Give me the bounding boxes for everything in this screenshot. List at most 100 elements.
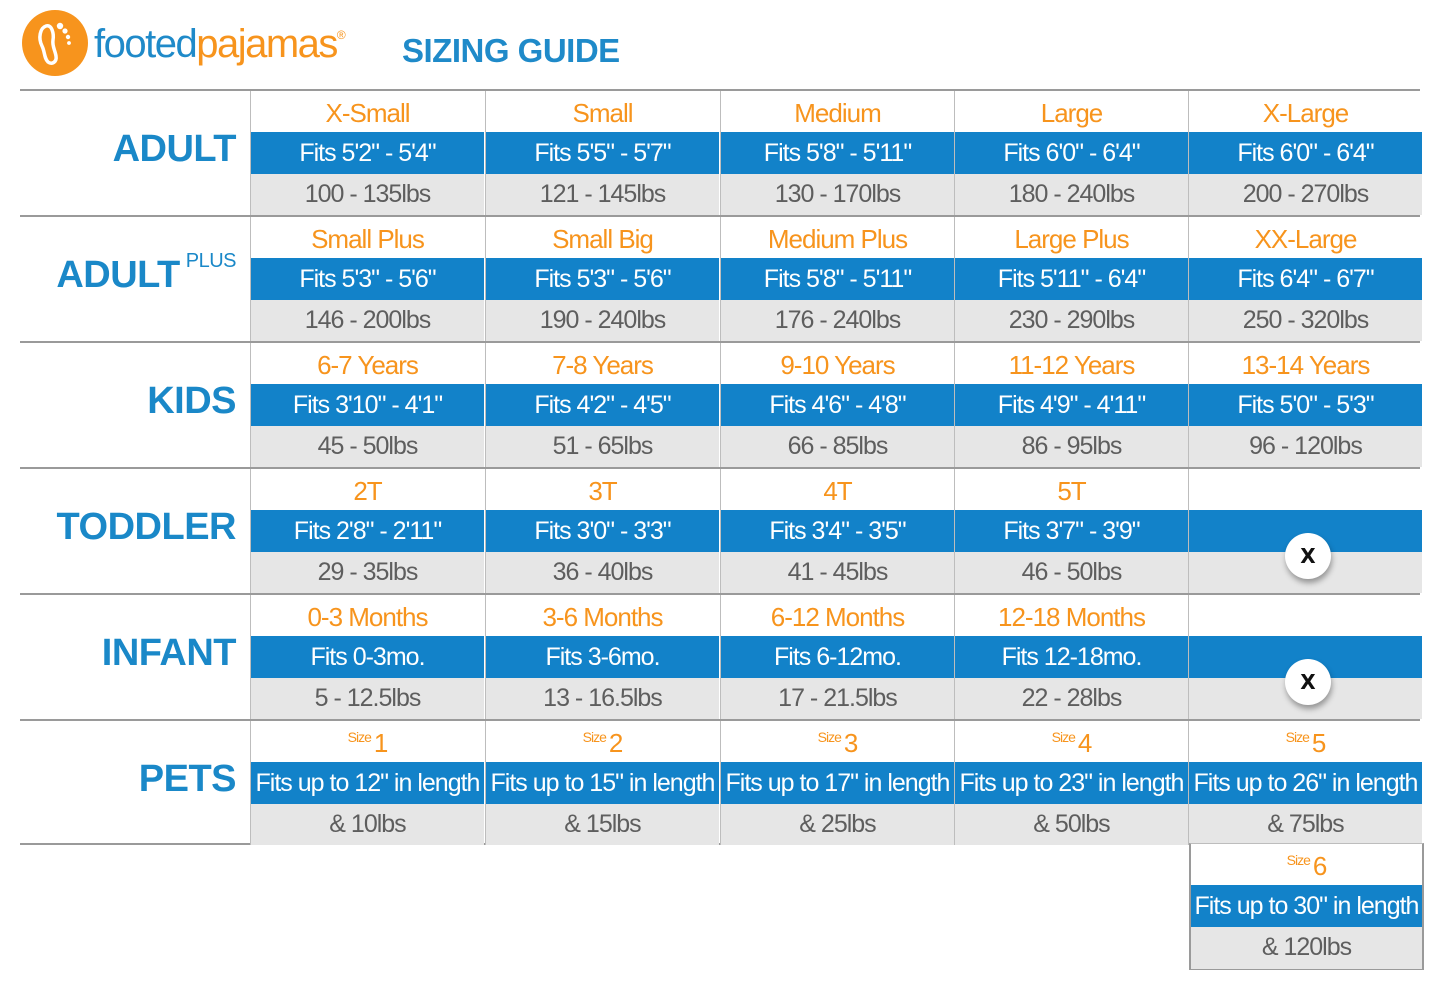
size-label: Size 3: [721, 721, 954, 762]
size-label: XX-Large: [1189, 217, 1422, 258]
size-label: 9-10 Years: [721, 343, 954, 384]
weight-range: 66 - 85lbs: [721, 426, 954, 467]
fit-range: Fits 5'8" - 5'11": [721, 258, 954, 300]
size-column: X: [1188, 469, 1422, 593]
size-number: 4: [1077, 728, 1093, 758]
size-column: X-Large Fits 6'0" - 6'4" 200 - 270lbs: [1188, 91, 1422, 215]
weight-range: 130 - 170lbs: [721, 174, 954, 215]
size-label: Small Plus: [251, 217, 484, 258]
size-number: 3: [843, 728, 859, 758]
fit-range: Fits 2'8" - 2'11": [251, 510, 484, 552]
brand-name: footedpajamas®: [94, 22, 346, 67]
pets-size-6-box: Size 6 Fits up to 30" in length & 120lbs: [1189, 843, 1424, 970]
weight-range: 200 - 270lbs: [1189, 174, 1422, 215]
size-column: Size 4 Fits up to 23" in length & 50lbs: [954, 721, 1188, 845]
fit-range: Fits 3'10" - 4'1": [251, 384, 484, 426]
category-section: TODDLER 2T Fits 2'8" - 2'11" 29 - 35lbs 3T Fi…: [20, 467, 1422, 593]
size-column: Size 1 Fits up to 12" in length & 10lbs: [250, 721, 484, 845]
fit-range: Fits 6'0" - 6'4": [1189, 132, 1422, 174]
weight-range: 22 - 28lbs: [955, 678, 1188, 719]
fit-range: Fits 0-3mo.: [251, 636, 484, 678]
weight-range: 96 - 120lbs: [1189, 426, 1422, 467]
fit-range: Fits 6'0" - 6'4": [955, 132, 1188, 174]
brand-part2: pajamas: [196, 22, 338, 66]
fit-range: Fits 5'3" - 5'6": [251, 258, 484, 300]
category-section: KIDS 6-7 Years Fits 3'10" - 4'1" 45 - 50lbs…: [20, 341, 1422, 467]
size-label: X-Small: [251, 91, 484, 132]
weight-range: 230 - 290lbs: [955, 300, 1188, 341]
weight-range: 190 - 240lbs: [486, 300, 719, 341]
brand-part1: footed: [94, 22, 198, 66]
fit-range: Fits 5'2" - 5'4": [251, 132, 484, 174]
weight-range: 86 - 95lbs: [955, 426, 1188, 467]
size-column: X-Small Fits 5'2" - 5'4" 100 - 135lbs: [250, 91, 484, 215]
unavailable-x-icon: X: [1285, 533, 1331, 579]
page-title: SIZING GUIDE: [402, 32, 620, 69]
size-prefix: Size: [1286, 852, 1311, 868]
size-label: Medium Plus: [721, 217, 954, 258]
size-column: Size 3 Fits up to 17" in length & 25lbs: [720, 721, 954, 845]
weight-range: 41 - 45lbs: [721, 552, 954, 593]
weight-range: 100 - 135lbs: [251, 174, 484, 215]
fit-range: Fits up to 17" in length: [721, 762, 954, 804]
size-prefix: Size: [347, 729, 372, 745]
size-column: 3T Fits 3'0" - 3'3" 36 - 40lbs: [485, 469, 719, 593]
category-label: PETS: [138, 758, 237, 801]
fit-range: Fits up to 12" in length: [251, 762, 484, 804]
size-label: 5T: [955, 469, 1188, 510]
size-label: Size 4: [955, 721, 1188, 762]
fit-range: Fits up to 15" in length: [486, 762, 719, 804]
header: footedpajamas® SIZING GUIDE: [22, 8, 722, 78]
category-label-text: ADULT: [56, 254, 180, 296]
size-column: 13-14 Years Fits 5'0" - 5'3" 96 - 120lbs: [1188, 343, 1422, 467]
category-label: KIDS: [147, 380, 236, 423]
size-number: 2: [608, 728, 624, 758]
size-label: Large: [955, 91, 1188, 132]
size-label: 7-8 Years: [486, 343, 719, 384]
size-column: 6-12 Months Fits 6-12mo. 17 - 21.5lbs: [720, 595, 954, 719]
fit-range: Fits 12-18mo.: [955, 636, 1188, 678]
fit-range: Fits 4'2" - 4'5": [486, 384, 719, 426]
category-label-text: INFANT: [101, 632, 237, 674]
size-prefix: Size: [1051, 729, 1076, 745]
size-column: 0-3 Months Fits 0-3mo. 5 - 12.5lbs: [250, 595, 484, 719]
size-label: Small: [486, 91, 719, 132]
weight-range: 45 - 50lbs: [251, 426, 484, 467]
size-label: 6-7 Years: [251, 343, 484, 384]
category-label-sup: PLUS: [185, 250, 237, 272]
footprint-icon: [38, 22, 71, 65]
weight-range: 36 - 40lbs: [486, 552, 719, 593]
fit-range: Fits 6'4" - 6'7": [1189, 258, 1422, 300]
size-label: 4T: [721, 469, 954, 510]
fit-range: Fits 3'4" - 3'5": [721, 510, 954, 552]
size-label: Medium: [721, 91, 954, 132]
fit-range: Fits 5'3" - 5'6": [486, 258, 719, 300]
weight-range: 146 - 200lbs: [251, 300, 484, 341]
size-column: Medium Fits 5'8" - 5'11" 130 - 170lbs: [720, 91, 954, 215]
weight-range: 121 - 145lbs: [486, 174, 719, 215]
size-label: 11-12 Years: [955, 343, 1188, 384]
size-column: 7-8 Years Fits 4'2" - 4'5" 51 - 65lbs: [485, 343, 719, 467]
category-label-text: PETS: [138, 758, 237, 800]
size-column: 9-10 Years Fits 4'6" - 4'8" 66 - 85lbs: [720, 343, 954, 467]
category-label-text: TODDLER: [56, 506, 237, 548]
weight-range: 17 - 21.5lbs: [721, 678, 954, 719]
fit-range: Fits 5'11" - 6'4": [955, 258, 1188, 300]
size-column: XX-Large Fits 6'4" - 6'7" 250 - 320lbs: [1188, 217, 1422, 341]
category-section: ADULT PLUS Small Plus Fits 5'3" - 5'6" 146 -…: [20, 215, 1422, 341]
size-label: 12-18 Months: [955, 595, 1188, 636]
weight-range: & 15lbs: [486, 804, 719, 845]
size-label: X-Large: [1189, 91, 1422, 132]
size-column: Large Plus Fits 5'11" - 6'4" 230 - 290lbs: [954, 217, 1188, 341]
size-column: Size 2 Fits up to 15" in length & 15lbs: [485, 721, 719, 845]
category-section: INFANT 0-3 Months Fits 0-3mo. 5 - 12.5lbs 3-…: [20, 593, 1422, 719]
weight-range: 176 - 240lbs: [721, 300, 954, 341]
size-label: 0-3 Months: [251, 595, 484, 636]
size-column: Medium Plus Fits 5'8" - 5'11" 176 - 240lbs: [720, 217, 954, 341]
category-label-text: ADULT: [112, 128, 237, 170]
category-label: INFANT: [101, 632, 237, 675]
size-prefix: Size: [1285, 729, 1310, 745]
size-label: Size 2: [486, 721, 719, 762]
size-column: 6-7 Years Fits 3'10" - 4'1" 45 - 50lbs: [250, 343, 484, 467]
size-column: X: [1188, 595, 1422, 719]
